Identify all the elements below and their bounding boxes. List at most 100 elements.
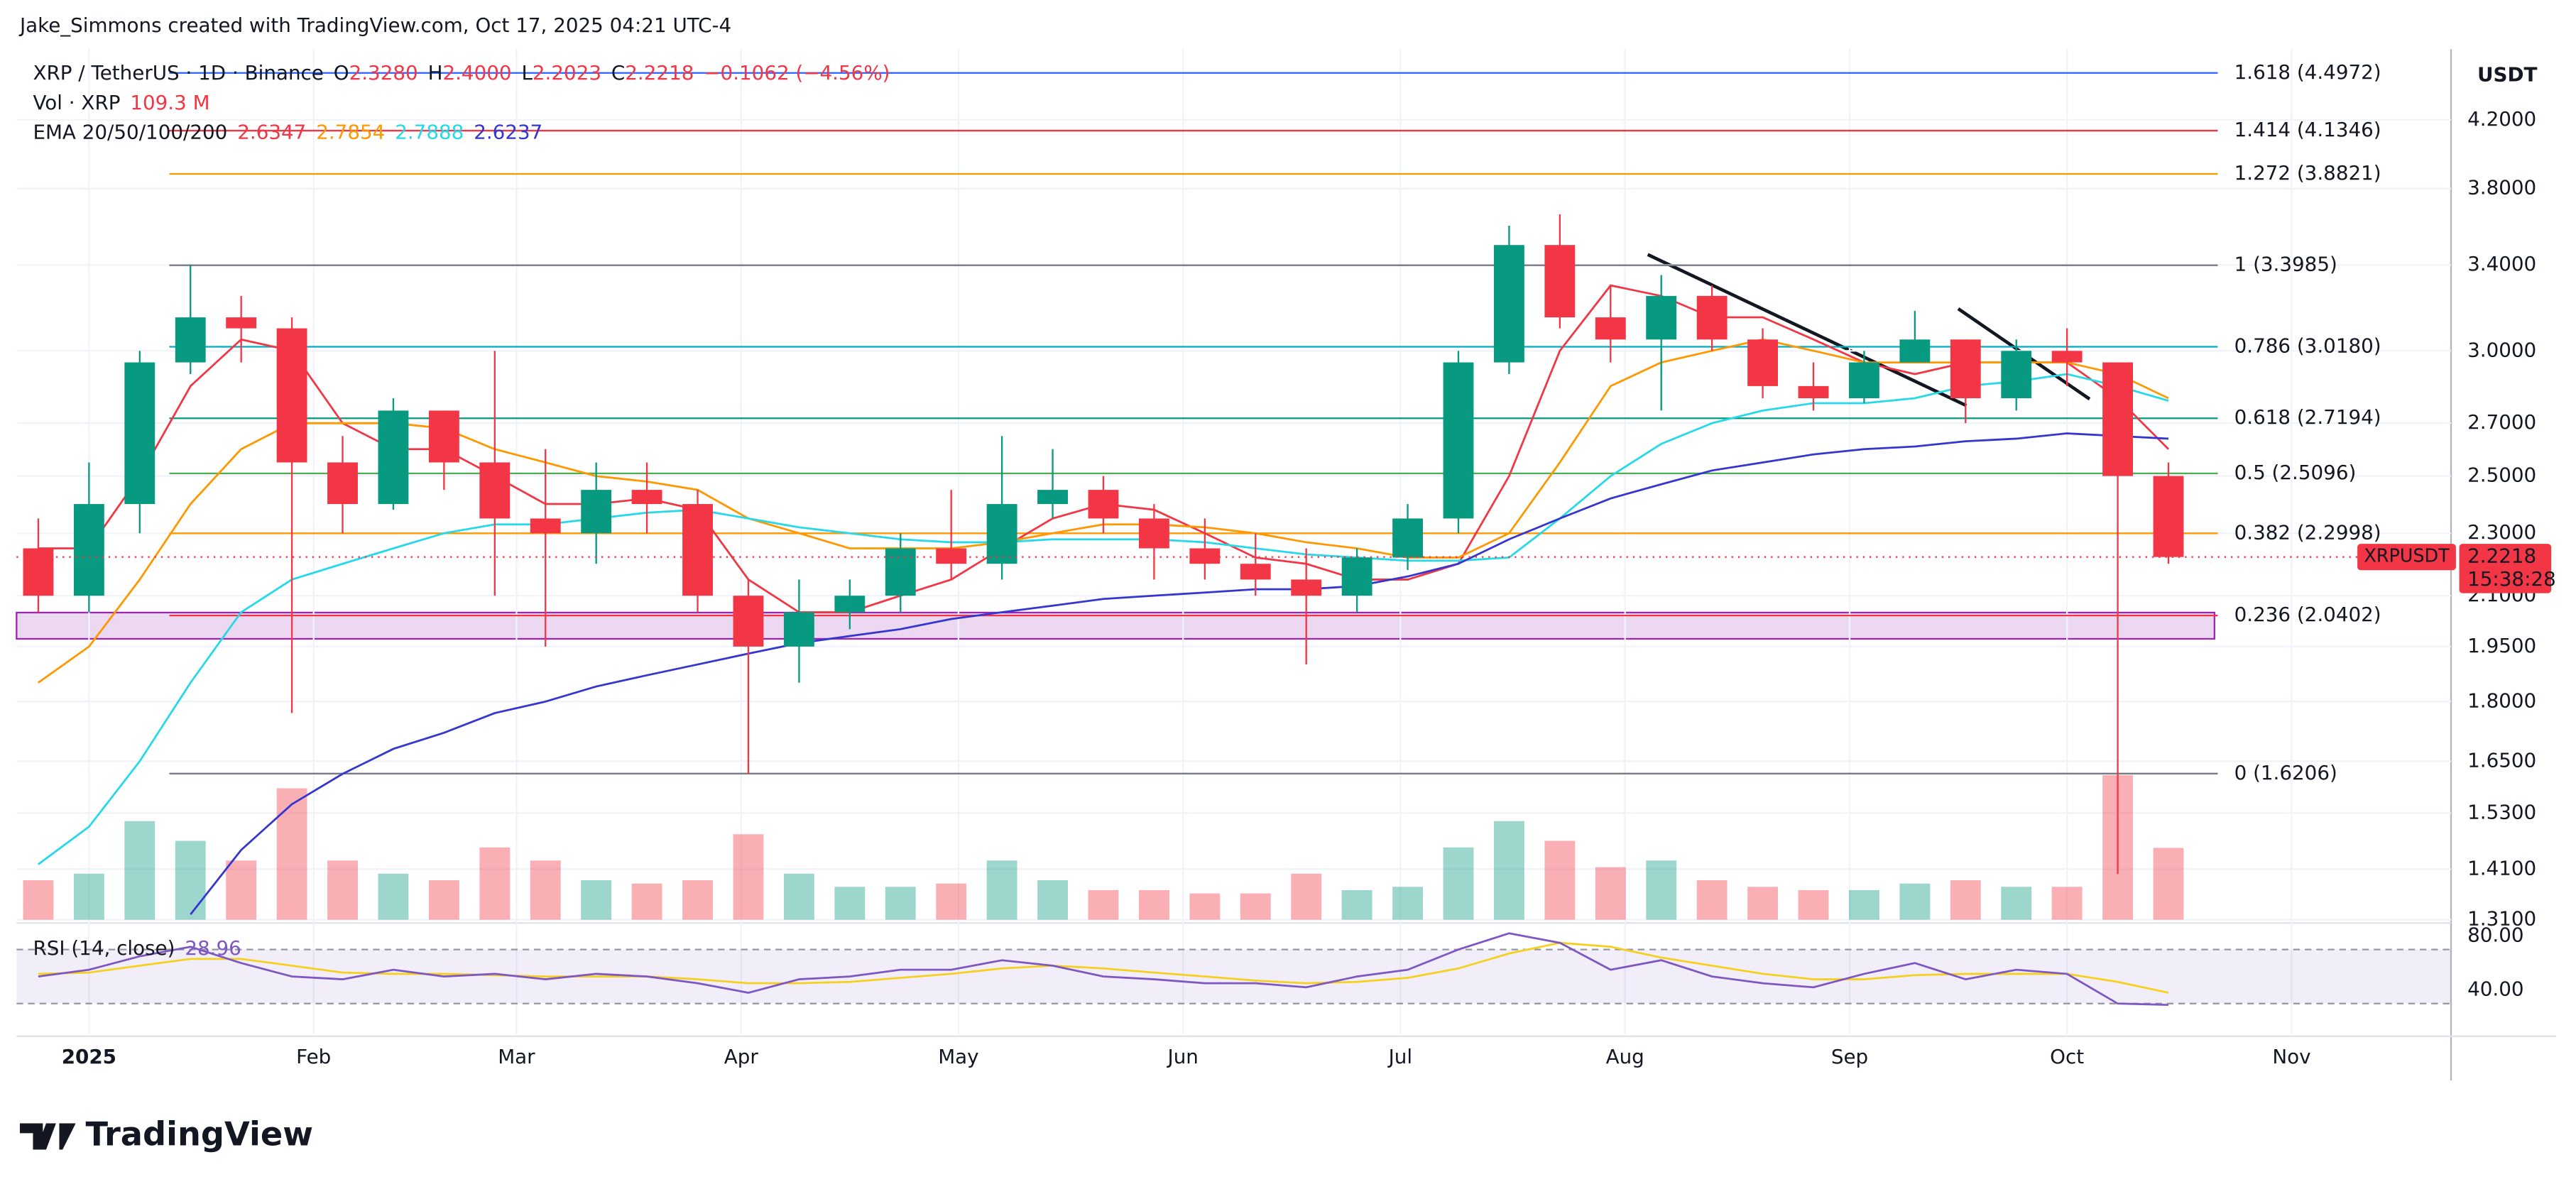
volume-bar: [2001, 887, 2032, 920]
candle-body: [581, 490, 612, 534]
x-tick-label: Aug: [1606, 1045, 1644, 1068]
volume-bar: [428, 880, 459, 920]
y-tick-label: 2.7000: [2467, 410, 2536, 434]
candle-body: [2153, 476, 2184, 557]
x-tick-label: Feb: [296, 1045, 331, 1068]
volume-bar: [1595, 867, 1626, 920]
legend-text: 2.6347: [237, 120, 306, 143]
legend-text: 28.96: [185, 936, 241, 960]
x-tick-label: Oct: [2050, 1045, 2084, 1068]
candle-body: [2102, 362, 2134, 476]
x-tick-label: Sep: [1831, 1045, 1868, 1068]
candle-body: [1138, 518, 1169, 549]
volume-bar: [530, 860, 561, 920]
fib-label: 1.272 (3.8821): [2234, 161, 2381, 185]
candle-body: [1950, 339, 1981, 398]
volume-bar: [885, 887, 916, 920]
legend-text: 2.7854: [316, 120, 385, 143]
brand-logo: TradingView: [19, 1114, 313, 1153]
legend-text: 2.2218: [625, 61, 694, 84]
candle-body: [1798, 385, 1829, 398]
volume-bar: [631, 883, 662, 920]
volume-bar: [1747, 887, 1778, 920]
volume-bar: [1037, 880, 1068, 920]
volume-bar: [1189, 893, 1221, 920]
candle-body: [1849, 362, 1879, 398]
legend-text: Vol · XRP: [33, 91, 120, 114]
candle-body: [1544, 245, 1576, 318]
candle-body: [1443, 362, 1474, 519]
legend-text: EMA 20/50/100/200: [33, 120, 227, 143]
volume-bar: [1088, 889, 1119, 920]
legend-text: 109.3 M: [130, 91, 209, 114]
y-tick-label: 1.8000: [2467, 689, 2536, 712]
volume-bar: [1950, 880, 1981, 920]
fib-label: 1.618 (4.4972): [2234, 60, 2381, 84]
y-tick-label: 3.0000: [2467, 338, 2536, 361]
volume-bar: [834, 887, 866, 920]
legend-text: 2.3280: [349, 61, 418, 84]
y-tick-label: 1.4100: [2467, 856, 2536, 880]
candle-body: [1493, 245, 1524, 363]
volume-bar: [1798, 889, 1829, 920]
volume-bar: [1696, 880, 1728, 920]
volume-bar: [124, 821, 155, 920]
candle-body: [986, 504, 1017, 564]
volume-bar: [378, 873, 409, 920]
fib-label: 0.5 (2.5096): [2234, 461, 2357, 484]
candle-body: [783, 612, 814, 647]
candle-body: [682, 504, 713, 596]
ema-line: [190, 432, 2169, 916]
y-tick-label: 2.5000: [2467, 464, 2536, 487]
x-tick-label: May: [938, 1045, 978, 1068]
candle-body: [276, 328, 307, 463]
fib-label: 1 (3.3985): [2234, 253, 2337, 276]
candle-body: [1291, 579, 1322, 596]
legend-text: C: [611, 61, 625, 84]
candle-body: [124, 362, 155, 505]
attribution: Jake_Simmons created with TradingView.co…: [18, 13, 731, 37]
legend-text: H: [428, 61, 443, 84]
candle-body: [1341, 557, 1372, 596]
rsi-band: [16, 949, 2451, 1004]
candle-body: [23, 548, 54, 596]
volume-bar: [581, 880, 612, 920]
y-tick-label: 1.9500: [2467, 634, 2536, 657]
candle-body: [733, 596, 764, 647]
volume-bar: [23, 880, 54, 920]
candle-body: [479, 462, 511, 519]
fib-label: 0 (1.6206): [2234, 761, 2337, 784]
candle-body: [175, 317, 206, 363]
volume-bar: [1240, 893, 1271, 920]
volume-bar: [276, 788, 307, 920]
legend-line: EMA 20/50/100/200 2.6347 2.7854 2.7888 2.623…: [33, 120, 542, 143]
volume-bar: [1341, 889, 1372, 920]
volume-bar: [1493, 821, 1524, 920]
fib-label: 0.618 (2.7194): [2234, 405, 2381, 429]
x-tick-label: Jun: [1167, 1045, 1199, 1068]
y-tick-label: 4.2000: [2467, 107, 2536, 131]
legend-text: RSI (14, close): [33, 936, 175, 960]
y-tick-label: 2.3000: [2467, 520, 2536, 544]
candle-body: [936, 548, 967, 564]
volume-bar: [2153, 848, 2184, 920]
volume-bar: [682, 880, 713, 920]
volume-bar: [783, 873, 814, 920]
legend-text: 2.2023: [533, 61, 601, 84]
legend-line: XRP / TetherUS · 1D · Binance O2.3280 H2.4…: [33, 61, 890, 84]
candle-body: [1696, 295, 1728, 340]
volume-bar: [1443, 847, 1474, 920]
legend-text: L: [521, 61, 533, 84]
x-tick-label: Mar: [498, 1045, 535, 1068]
volume-bar: [1849, 889, 1879, 920]
candle-body: [1899, 339, 1931, 363]
candle-body: [1392, 518, 1423, 558]
candle-body: [631, 490, 662, 505]
y-tick-label: 1.5300: [2467, 800, 2536, 823]
y-tick-label: 1.3100: [2467, 907, 2536, 931]
last-price: 2.2218: [2467, 544, 2536, 568]
candle-body: [530, 518, 561, 534]
candle-body: [1037, 490, 1068, 505]
